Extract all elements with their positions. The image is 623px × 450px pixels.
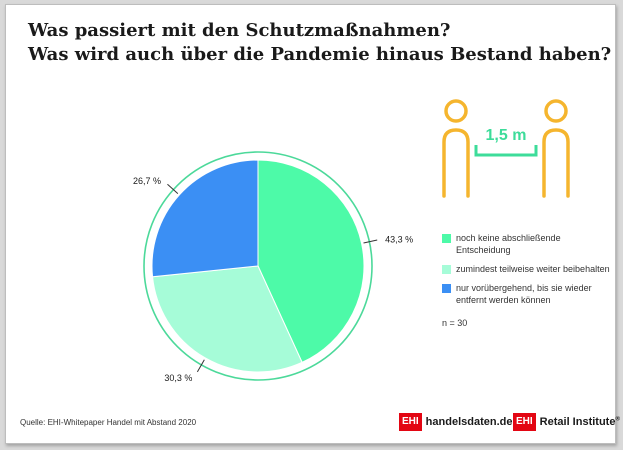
legend-swatch bbox=[442, 284, 451, 293]
leader-line-beibehalten bbox=[196, 359, 205, 373]
title-line-2: Was wird auch über die Pandemie hinaus B… bbox=[28, 44, 612, 65]
registered-mark: ® bbox=[615, 416, 620, 423]
pie-value-labels: 43,3 % 30,3 % 26,7 % bbox=[133, 176, 413, 383]
retail-logo-text: Retail Institute® bbox=[540, 416, 620, 428]
pie-outer-ring bbox=[143, 151, 373, 381]
chart-card: Was passiert mit den Schutzmaßnahmen? Wa… bbox=[5, 4, 616, 444]
value-label-voruebergehend: 26,7 % bbox=[133, 176, 161, 186]
legend-swatch bbox=[442, 234, 451, 243]
distance-bracket-icon bbox=[474, 145, 538, 157]
legend-item-keine-entscheidung: noch keine abschließende Entscheidung bbox=[442, 232, 612, 256]
legend-label: nur vorübergehend, bis sie wieder entfer… bbox=[456, 283, 592, 305]
pie-slice-voruebergehend bbox=[151, 159, 259, 278]
pie-slice-keine-entscheidung bbox=[257, 159, 365, 364]
handelsdaten-logo-text: handelsdaten.de bbox=[425, 416, 513, 428]
sample-size-note: n = 30 bbox=[442, 318, 468, 328]
source-note: Quelle: EHI-Whitepaper Handel mit Abstan… bbox=[20, 418, 197, 427]
value-label-keine-entscheidung: 43,3 % bbox=[385, 235, 413, 245]
ehi-retail-logo: EHI Retail Institute® bbox=[513, 411, 620, 433]
legend-item-voruebergehend: nur vorübergehend, bis sie wieder entfer… bbox=[442, 282, 612, 306]
chart-title: Was passiert mit den Schutzmaßnahmen? Wa… bbox=[28, 19, 611, 67]
retail-logo-name: Retail Institute bbox=[539, 416, 616, 428]
leader-line-keine-entscheidung bbox=[363, 239, 378, 244]
person-left-icon bbox=[442, 99, 470, 198]
ehi-logo-box: EHI bbox=[399, 413, 422, 431]
pie-slices bbox=[151, 159, 365, 373]
person-right-icon bbox=[542, 99, 570, 198]
distance-label: 1,5 m bbox=[486, 127, 527, 144]
ehi-logo-box: EHI bbox=[513, 413, 536, 431]
chart-legend: noch keine abschließende Entscheidung zu… bbox=[442, 232, 612, 329]
pie-slice-beibehalten bbox=[152, 265, 303, 373]
leader-line-voruebergehend bbox=[167, 183, 179, 194]
handelsdaten-logo: EHI handelsdaten.de bbox=[399, 411, 512, 433]
legend-item-beibehalten: zumindest teilweise weiter beibehalten bbox=[442, 263, 612, 275]
pie-leader-lines bbox=[167, 183, 378, 373]
legend-swatch bbox=[442, 265, 451, 274]
legend-label: zumindest teilweise weiter beibehalten bbox=[456, 264, 610, 274]
title-line-1: Was passiert mit den Schutzmaßnahmen? bbox=[28, 20, 451, 41]
value-label-beibehalten: 30,3 % bbox=[164, 373, 192, 383]
social-distance-icon: 1,5 m bbox=[442, 99, 570, 198]
legend-label: noch keine abschließende Entscheidung bbox=[456, 233, 561, 255]
